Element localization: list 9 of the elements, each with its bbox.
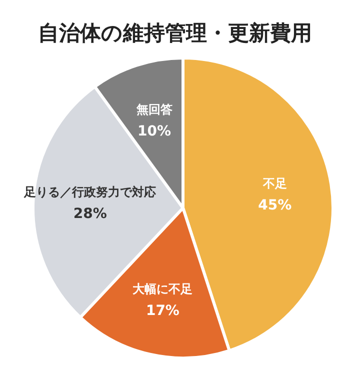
chart-title: 自治体の維持管理・更新費用 [38, 21, 312, 45]
data-label: 10% [138, 124, 172, 140]
data-label: 28% [73, 206, 107, 222]
slice-label: 大幅に不足 [132, 282, 193, 296]
data-label: 17% [146, 302, 180, 319]
data-label: 45% [258, 197, 292, 214]
slice-label: 不足 [262, 176, 287, 190]
slice-label: 足りる／行政努力で対応 [23, 185, 156, 200]
slice-label: 無回答 [135, 102, 174, 117]
